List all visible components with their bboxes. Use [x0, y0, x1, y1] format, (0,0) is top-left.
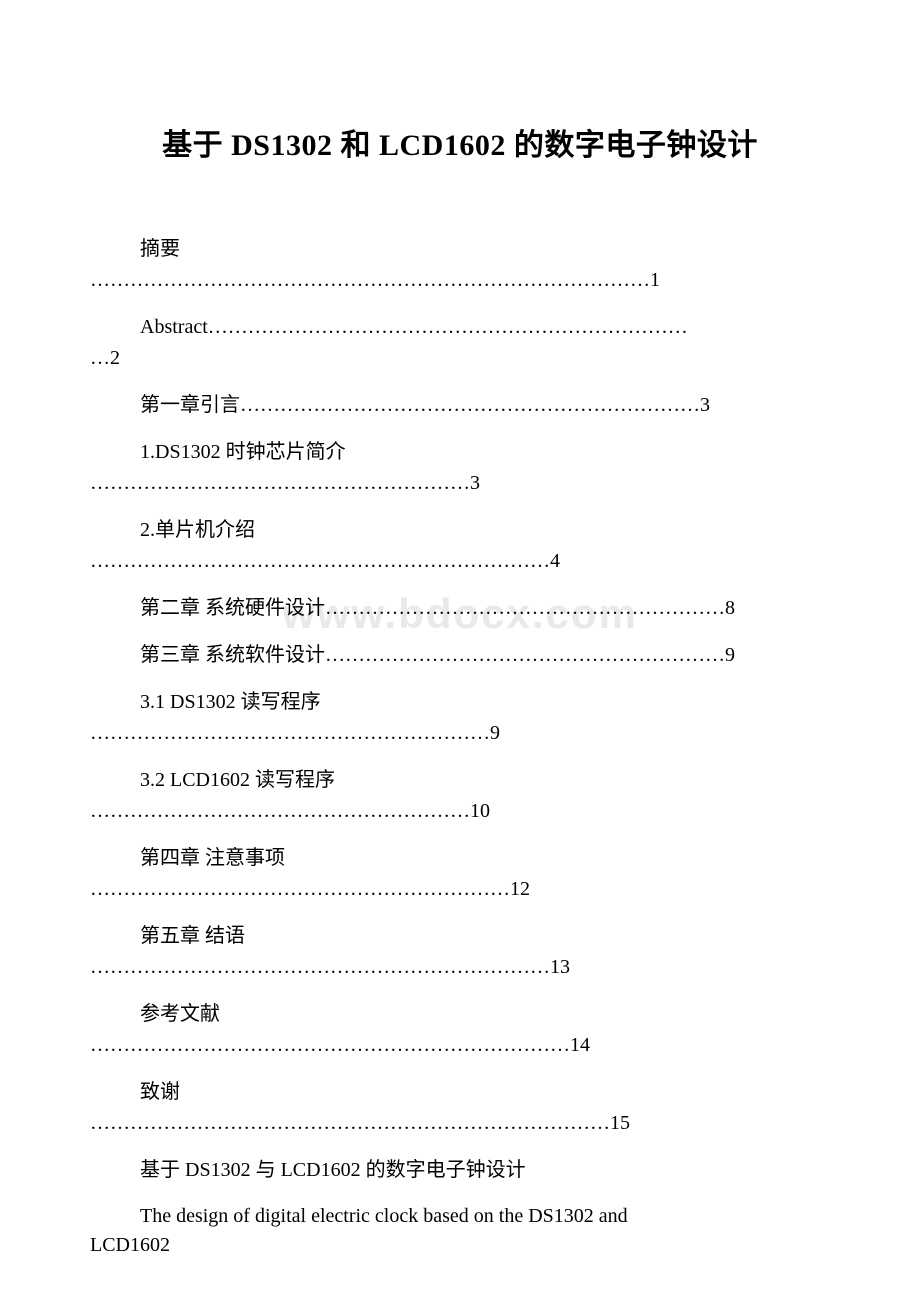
toc-label: 2.单片机介绍 [90, 515, 830, 546]
subtitle-english-line2: LCD1602 [90, 1230, 830, 1261]
toc-entry-lcd1602-rw: 3.2 LCD1602 读写程序 …………………………………………………10 [90, 765, 830, 827]
toc-entry-ch1: 第一章引言……………………………………………………………3 [90, 390, 830, 421]
toc-label: 摘要 [90, 234, 830, 265]
toc-entry-mcu-intro: 2.单片机介绍 ……………………………………………………………4 [90, 515, 830, 577]
toc-entry-ds1302-rw: 3.1 DS1302 读写程序 ……………………………………………………9 [90, 687, 830, 749]
toc-label: 3.1 DS1302 读写程序 [90, 687, 830, 718]
toc-dots: ……………………………………………………9 [90, 718, 830, 749]
toc-label: 1.DS1302 时钟芯片简介 [90, 437, 830, 468]
toc-entry-ch5: 第五章 结语 ……………………………………………………………13 [90, 921, 830, 983]
toc-entry-abstract-zh: 摘要 …………………………………………………………………………1 [90, 234, 830, 296]
toc-entry-references: 参考文献 ………………………………………………………………14 [90, 999, 830, 1061]
toc-label: 致谢 [90, 1077, 830, 1108]
toc-dots: ……………………………………………………………………15 [90, 1108, 830, 1139]
toc-entry-ch3: 第三章 系统软件设计……………………………………………………9 [90, 640, 830, 671]
toc-dots: ………………………………………………………………14 [90, 1030, 830, 1061]
toc-dots: ……………………………………………………………13 [90, 952, 830, 983]
toc-dots: ……………………………………………………………4 [90, 546, 830, 577]
toc-label: 参考文献 [90, 999, 830, 1030]
toc-entry-ch2: 第二章 系统硬件设计……………………………………………………8 [90, 593, 830, 624]
document-page: 基于 DS1302 和 LCD1602 的数字电子钟设计 摘要 ……………………… [0, 0, 920, 1301]
document-title: 基于 DS1302 和 LCD1602 的数字电子钟设计 [90, 120, 830, 164]
toc-dots: …2 [90, 343, 830, 374]
toc-label: 第四章 注意事项 [90, 843, 830, 874]
toc-dots: …………………………………………………3 [90, 468, 830, 499]
table-of-contents: 摘要 …………………………………………………………………………1 Abstrac… [90, 234, 830, 1261]
toc-label: 3.2 LCD1602 读写程序 [90, 765, 830, 796]
toc-label: 第五章 结语 [90, 921, 830, 952]
subtitle-chinese: 基于 DS1302 与 LCD1602 的数字电子钟设计 [90, 1155, 830, 1186]
toc-dots: ………………………………………………………12 [90, 874, 830, 905]
toc-label: Abstract……………………………………………………………… [90, 312, 830, 343]
subtitle-english-line1: The design of digital electric clock bas… [90, 1202, 830, 1230]
toc-entry-ds1302-intro: 1.DS1302 时钟芯片简介 …………………………………………………3 [90, 437, 830, 499]
toc-entry-acknowledgement: 致谢 ……………………………………………………………………15 [90, 1077, 830, 1139]
toc-entry-abstract-en: Abstract……………………………………………………………… …2 [90, 312, 830, 374]
toc-dots: …………………………………………………………………………1 [90, 265, 830, 296]
toc-dots: …………………………………………………10 [90, 796, 830, 827]
toc-entry-ch4: 第四章 注意事项 ………………………………………………………12 [90, 843, 830, 905]
